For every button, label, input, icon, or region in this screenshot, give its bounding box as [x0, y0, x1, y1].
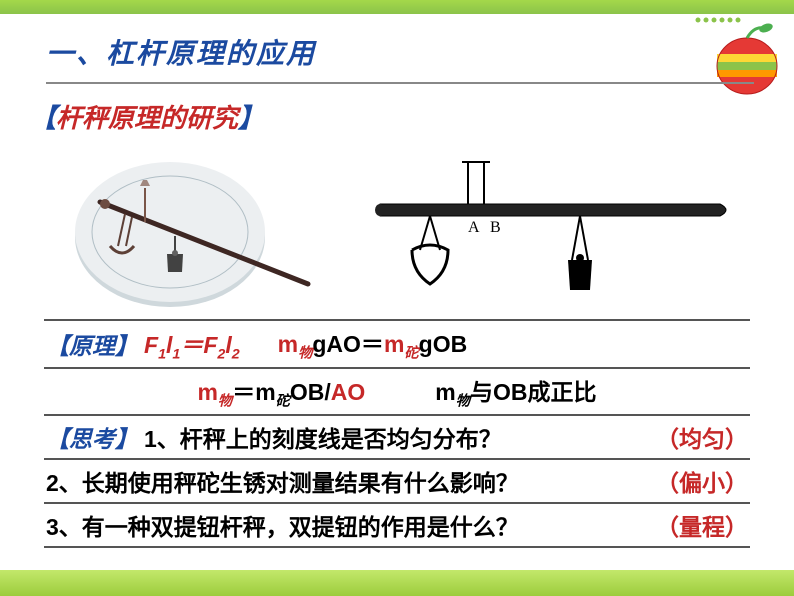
- answer-1: （均匀）: [656, 420, 748, 454]
- subheading-text: 杆秤原理的研究: [56, 103, 238, 133]
- bottom-green-bar: [0, 570, 794, 596]
- formula-f1l1: F1l1＝F2l2: [144, 326, 240, 363]
- question-3: 3、有一种双提钮杆秤，双提钮的作用是什么？: [46, 508, 656, 542]
- steelyard-photo: [60, 142, 320, 312]
- steelyard-schematic: A B: [350, 152, 740, 302]
- think-row-2: 2、长期使用秤砣生锈对测量结果有什么影响？ （偏小）: [44, 460, 750, 504]
- principle-label: 【原理】: [46, 327, 138, 361]
- page-title: 一、杠杆原理的应用: [46, 32, 794, 72]
- title-row: 一、杠杆原理的应用: [0, 14, 794, 90]
- bracket-open: 【: [30, 103, 56, 133]
- formula-mass-ratio: m物＝m砣OB/AO: [197, 373, 365, 411]
- principle-row-2: m物＝m砣OB/AO m物与OB成正比: [44, 369, 750, 417]
- content-table: 【原理】 F1l1＝F2l2 m物gAO＝m砣gOB m物＝m砣OB/AO m物…: [44, 319, 750, 548]
- label-b: B: [490, 219, 501, 236]
- formula-proportional: m物与OB成正比: [435, 373, 596, 411]
- top-green-bar: [0, 0, 794, 14]
- think-label: 【思考】: [46, 420, 138, 454]
- bracket-close: 】: [238, 103, 264, 133]
- label-a: A: [468, 219, 480, 236]
- subheading: 【杆秤原理的研究】: [0, 90, 794, 139]
- answer-2: （偏小）: [656, 464, 748, 498]
- question-1: 1、杆秤上的刻度线是否均匀分布？: [144, 420, 656, 454]
- think-row-1: 【思考】 1、杆秤上的刻度线是否均匀分布？ （均匀）: [44, 416, 750, 460]
- principle-row-1: 【原理】 F1l1＝F2l2 m物gAO＝m砣gOB: [44, 319, 750, 369]
- question-2: 2、长期使用秤砣生锈对测量结果有什么影响？: [46, 464, 656, 498]
- formula-mgao: m物gAO＝m砣gOB: [278, 325, 468, 363]
- answer-3: （量程）: [656, 508, 748, 542]
- think-row-3: 3、有一种双提钮杆秤，双提钮的作用是什么？ （量程）: [44, 504, 750, 548]
- images-row: A B: [0, 139, 794, 319]
